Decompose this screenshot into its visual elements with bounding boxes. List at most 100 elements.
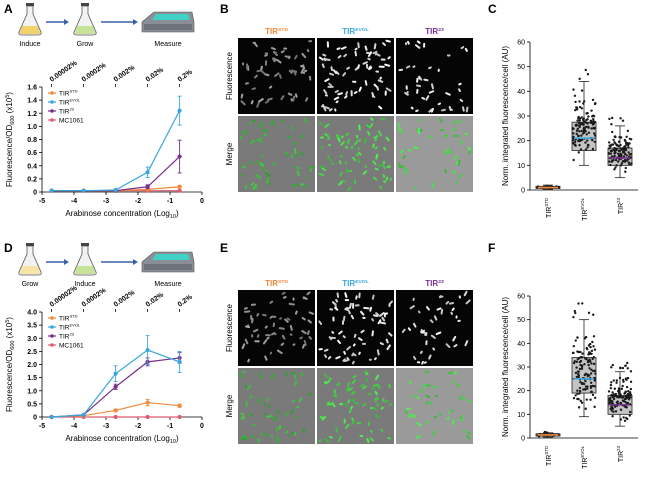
cell-mark (324, 58, 331, 62)
data-point (619, 117, 622, 120)
cell-mark (270, 434, 274, 438)
data-point (617, 149, 620, 152)
cell-mark (265, 397, 270, 402)
cell-mark (354, 50, 358, 57)
cell-mark (294, 54, 298, 60)
data-point-evol (177, 108, 182, 113)
data-point (610, 149, 614, 152)
cell-mark (273, 57, 278, 62)
data-point (621, 160, 625, 163)
legend-marker (50, 343, 54, 347)
cell-mark (278, 425, 282, 430)
cell-mark (293, 374, 297, 380)
data-point (572, 315, 575, 319)
data-point (578, 77, 581, 81)
data-point (591, 147, 595, 151)
cell-mark (291, 431, 295, 434)
legend-label: TIRSTD (59, 88, 78, 97)
data-point (624, 142, 628, 146)
data-point (615, 401, 619, 404)
data-point (583, 362, 586, 366)
cell-mark (333, 394, 338, 398)
data-point (544, 430, 547, 434)
cell-mark (280, 342, 285, 346)
cell-mark (251, 120, 256, 123)
cell-mark (338, 330, 343, 335)
data-point (583, 100, 586, 103)
fluorescence-image (317, 290, 394, 366)
cell-mark (260, 155, 263, 159)
data-point (620, 162, 624, 165)
cell-mark (301, 52, 307, 59)
cell-mark (265, 334, 271, 337)
arrow-right-icon (101, 259, 138, 265)
cell-mark (351, 360, 355, 365)
cell-mark (380, 406, 384, 410)
legend-label: TIRSTD (59, 313, 78, 322)
cell-mark (360, 383, 365, 388)
cell-mark (355, 134, 359, 139)
data-point (573, 94, 577, 97)
data-point (615, 147, 619, 151)
cell-mark (358, 292, 361, 299)
flask-icon (73, 243, 97, 276)
data-point (623, 138, 627, 142)
cell-mark (362, 61, 368, 65)
cell-mark (299, 135, 305, 138)
data-point (614, 410, 618, 413)
flask-liquid (19, 266, 41, 274)
data-point (629, 387, 633, 391)
cell-mark (383, 165, 387, 170)
workflow-top: Induce Grow Measure (18, 3, 195, 48)
y-axis-title: Fluorescence/OD600 (x105) (5, 92, 16, 187)
top-tick-label: 0.002% (113, 289, 137, 309)
data-point (629, 380, 633, 384)
cell-mark (326, 134, 330, 141)
cell-mark (342, 358, 346, 362)
cell-mark (340, 141, 345, 146)
cell-mark (416, 422, 422, 427)
cell-mark (385, 338, 389, 344)
cell-mark (288, 69, 293, 74)
cell-mark (458, 173, 463, 179)
data-point (611, 415, 614, 418)
cell-mark (345, 386, 350, 392)
data-point (624, 364, 627, 367)
cell-mark (388, 303, 391, 307)
cell-mark (357, 64, 360, 70)
cell-mark (267, 182, 271, 186)
workflow-step-label: Measure (154, 41, 181, 48)
cell-mark (259, 126, 263, 129)
data-point (612, 397, 616, 401)
cell-mark (437, 102, 442, 106)
data-point (589, 398, 592, 401)
data-point (587, 126, 590, 129)
data-point (616, 396, 619, 399)
cell-mark (339, 154, 343, 158)
merge-image (317, 116, 394, 192)
cell-mark (358, 138, 361, 142)
cell-mark (299, 372, 304, 377)
reader-plate (152, 14, 190, 20)
data-point (607, 152, 610, 155)
cell-mark (245, 82, 249, 85)
cell-mark (293, 71, 297, 76)
cell-mark (374, 390, 378, 395)
cell-mark (254, 340, 260, 343)
cell-mark (371, 92, 375, 97)
cell-mark (240, 100, 246, 106)
data-point (589, 385, 593, 388)
data-point (627, 392, 630, 396)
flask-liquid (74, 26, 96, 34)
cell-mark (244, 384, 248, 388)
data-point (614, 158, 618, 162)
data-point (578, 143, 581, 147)
cell-mark (385, 87, 392, 92)
cell-mark (250, 100, 254, 105)
cell-mark (308, 165, 315, 169)
data-point (611, 363, 614, 367)
cell-mark (306, 175, 309, 180)
cell-mark (348, 408, 352, 414)
y-tick-label: 0.5 (27, 401, 37, 408)
cell-mark (284, 411, 288, 417)
